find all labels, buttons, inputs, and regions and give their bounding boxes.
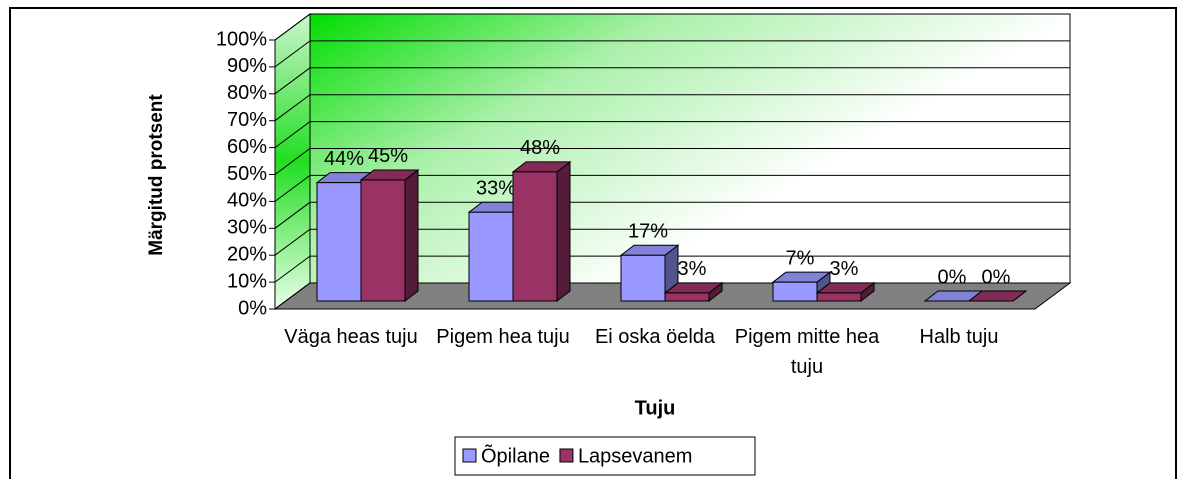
legend-swatch bbox=[462, 448, 477, 463]
legend: Õpilane Lapsevanem bbox=[454, 436, 756, 476]
x-tick-label: Pigem hea tuju bbox=[436, 326, 570, 348]
bar bbox=[512, 171, 558, 302]
data-label: 33% bbox=[476, 178, 516, 200]
grid-line bbox=[274, 148, 1070, 175]
bar bbox=[360, 179, 406, 302]
bar-top bbox=[967, 290, 1028, 302]
data-label: 0% bbox=[938, 266, 967, 288]
y-tick-label: 40% bbox=[227, 190, 267, 212]
y-tick-label: 80% bbox=[227, 82, 267, 104]
x-tick-label: Ei oska öelda bbox=[594, 326, 716, 348]
bar bbox=[316, 182, 362, 302]
y-tick-label: 30% bbox=[227, 217, 267, 239]
grid-line bbox=[274, 13, 1070, 41]
bar-side bbox=[556, 160, 571, 303]
bar bbox=[772, 281, 818, 302]
grid-line bbox=[274, 174, 1070, 202]
bar bbox=[620, 254, 666, 302]
data-label: 48% bbox=[520, 137, 560, 159]
y-tick-label: 20% bbox=[227, 243, 267, 265]
y-tick-label: 90% bbox=[227, 55, 267, 77]
grid-line bbox=[274, 67, 1070, 95]
y-tick-label: 100% bbox=[216, 28, 267, 50]
y-axis-title: Märgitud protsent bbox=[146, 94, 167, 256]
data-label: 3% bbox=[830, 258, 859, 280]
grid-line bbox=[274, 40, 1070, 68]
legend-label: Lapsevanem bbox=[578, 445, 693, 467]
bar bbox=[664, 292, 710, 302]
grid-line bbox=[274, 228, 1070, 256]
bar-side bbox=[404, 168, 419, 303]
data-label: 0% bbox=[982, 266, 1011, 288]
y-tick-label: 10% bbox=[227, 270, 267, 292]
x-axis-title: Tuju bbox=[635, 397, 676, 419]
data-label: 17% bbox=[628, 221, 668, 243]
grid-line bbox=[274, 201, 1070, 229]
grid-line bbox=[274, 121, 1070, 149]
data-label: 3% bbox=[678, 258, 707, 280]
data-label: 45% bbox=[368, 145, 408, 167]
grid-line bbox=[274, 94, 1070, 122]
bar bbox=[468, 211, 514, 302]
legend-label: Õpilane bbox=[481, 443, 550, 467]
y-tick-label: 70% bbox=[227, 109, 267, 131]
x-tick-label: Halb tuju bbox=[919, 326, 999, 348]
data-label: 7% bbox=[786, 247, 815, 269]
x-tick-label: Väga heas tuju bbox=[284, 326, 418, 348]
bar bbox=[816, 292, 862, 302]
grid-line bbox=[274, 255, 1070, 283]
legend-swatch bbox=[559, 448, 574, 463]
y-tick-label: 0% bbox=[238, 297, 267, 319]
x-tick-label: Pigem mitte hea tuju bbox=[734, 326, 880, 378]
y-tick-label: 50% bbox=[227, 163, 267, 185]
data-label: 44% bbox=[324, 148, 364, 170]
legend-box bbox=[454, 436, 756, 476]
y-tick-label: 60% bbox=[227, 136, 267, 158]
